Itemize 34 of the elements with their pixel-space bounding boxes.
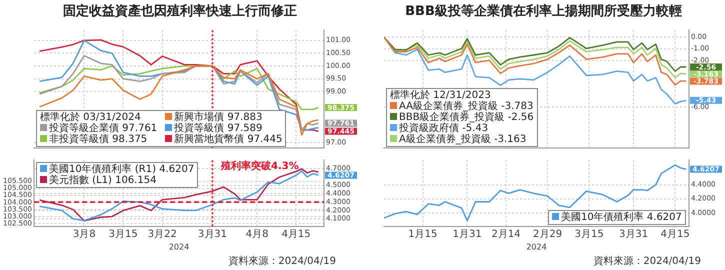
legend-label: 美元指數 (L1) 106.154 bbox=[49, 175, 156, 186]
legend-label: AA級企業債券_投資級 -3.783 bbox=[399, 100, 534, 112]
legend-label: A級企業債券_投資級 -3.163 bbox=[399, 134, 526, 145]
x-tick-label: 3月15 bbox=[108, 228, 138, 240]
chart-title: BBB級投等企業債在利率上揚期間所受壓力較輕 bbox=[404, 2, 683, 20]
chart-title: 固定收益資產也因殖利率快速上行而修正 bbox=[62, 2, 298, 20]
x-tick-label: 3月8 bbox=[72, 228, 96, 240]
x-tick-label: 4月15 bbox=[282, 228, 311, 240]
legend-label: 新興當地貨幣債 97.445 bbox=[174, 134, 282, 145]
x-tick-label: 4月15 bbox=[660, 228, 690, 240]
legend-label: 美國10年債殖利率 4.6207 bbox=[561, 212, 682, 224]
x-tick-label: 3月22 bbox=[148, 228, 177, 240]
x-tick-label: 1月15 bbox=[408, 228, 438, 240]
source-note: 資料來源：2024/04/19 bbox=[593, 254, 701, 268]
legend-label: 美國10年債殖利率 (R1) 4.6207 bbox=[49, 164, 194, 176]
legend-title: 標準化於 12/31/2023 bbox=[390, 90, 492, 101]
x-tick-label: 3月31 bbox=[619, 228, 648, 240]
x-axis-title: 2024 bbox=[168, 242, 190, 252]
x-tick-label: 2月29 bbox=[533, 228, 562, 240]
x-tick-label: 2月14 bbox=[491, 228, 521, 240]
legend-label: 投資等級債 97.589 bbox=[174, 122, 262, 134]
x-tick-label: 1月31 bbox=[452, 228, 482, 240]
legend-title: 標準化於 03/31/2024 bbox=[40, 112, 142, 123]
ref-line-label: 殖利率突破4.3% bbox=[220, 160, 299, 172]
legend-label: 非投資等級債 98.375 bbox=[49, 134, 148, 145]
legend-label: BBB級企業債券_投資級 -2.56 bbox=[399, 112, 534, 123]
source-note: 資料來源：2024/04/19 bbox=[228, 254, 336, 268]
legend-label: 新興市場債 97.883 bbox=[174, 112, 262, 123]
legend-label: 投資等級企業債 97.761 bbox=[49, 122, 158, 134]
x-tick-label: 3月31 bbox=[198, 228, 228, 240]
x-axis-title: 2024 bbox=[526, 242, 547, 252]
legend-label: 投資級政府債 -5.43 bbox=[399, 122, 488, 134]
x-tick-label: 3月15 bbox=[574, 228, 604, 240]
x-tick-label: 4月8 bbox=[246, 228, 268, 240]
